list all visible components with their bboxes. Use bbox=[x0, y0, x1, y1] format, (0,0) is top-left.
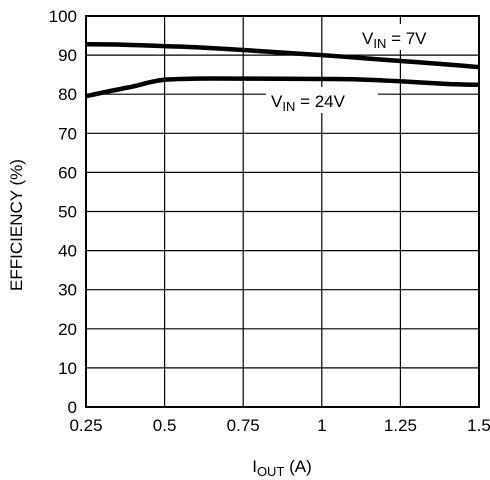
y-axis-label: EFFICIENCY (%) bbox=[7, 159, 26, 291]
annotation-vin-7v-subscript: IN bbox=[373, 36, 386, 51]
y-tick-label: 60 bbox=[58, 163, 77, 182]
y-tick-labels: 0 10 20 30 40 50 60 70 80 90 100 bbox=[49, 7, 77, 417]
x-tick-labels: 0.25 0.5 0.75 1 1.25 1.5 bbox=[69, 416, 490, 435]
x-tick-label: 0.5 bbox=[153, 416, 177, 435]
y-tick-label: 0 bbox=[68, 398, 77, 417]
x-axis-label-main: I bbox=[252, 457, 257, 476]
series-line-0 bbox=[85, 41, 480, 70]
annotation-vin-7v-rest: = 7V bbox=[386, 29, 427, 48]
y-tick-label: 50 bbox=[58, 203, 77, 222]
x-axis-label-unit: (A) bbox=[284, 457, 311, 476]
annotation-vin-7v: VIN = 7V bbox=[356, 24, 460, 51]
y-tick-label: 20 bbox=[58, 320, 77, 339]
y-tick-label: 30 bbox=[58, 281, 77, 300]
annotation-vin-24v: VIN = 24V bbox=[266, 87, 378, 114]
x-axis-label: IOUT (A) bbox=[252, 457, 312, 479]
x-tick-label: 0.75 bbox=[227, 416, 260, 435]
grid-lines bbox=[86, 16, 479, 407]
x-tick-label: 0.25 bbox=[69, 416, 102, 435]
x-tick-label: 1.25 bbox=[384, 416, 417, 435]
y-tick-label: 100 bbox=[49, 7, 77, 26]
y-tick-label: 90 bbox=[58, 46, 77, 65]
annotation-vin-24v-rest: = 24V bbox=[295, 92, 345, 111]
x-axis-label-subscript: OUT bbox=[257, 464, 285, 479]
y-tick-label: 80 bbox=[58, 85, 77, 104]
svg-text:VIN = 7V: VIN = 7V bbox=[362, 29, 427, 51]
annotation-vin-7v-main: V bbox=[362, 29, 374, 48]
series-line-1 bbox=[85, 76, 480, 99]
y-tick-label: 70 bbox=[58, 124, 77, 143]
plot-frame bbox=[85, 15, 480, 408]
data-series bbox=[85, 41, 480, 99]
y-tick-label: 40 bbox=[58, 242, 77, 261]
x-tick-label: 1.5 bbox=[467, 416, 490, 435]
annotation-vin-24v-subscript: IN bbox=[282, 99, 295, 114]
svg-text:VIN = 24V: VIN = 24V bbox=[271, 92, 346, 114]
annotation-vin-24v-main: V bbox=[271, 92, 283, 111]
x-tick-label: 1 bbox=[317, 416, 326, 435]
y-tick-label: 10 bbox=[58, 359, 77, 378]
